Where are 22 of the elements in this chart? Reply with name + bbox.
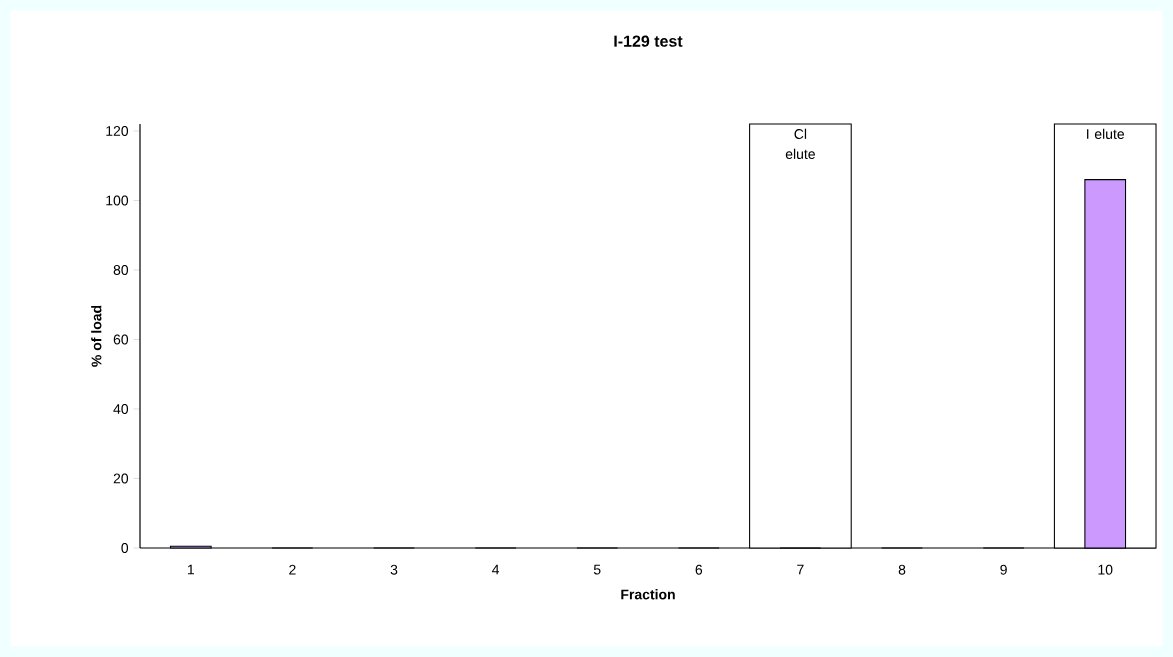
y-tick-label: 80 — [113, 265, 129, 275]
y-tick-label: 120 — [106, 126, 129, 136]
y-tick-label: 60 — [113, 334, 129, 345]
x-tick-label: 4 — [492, 564, 500, 575]
chart-title: I-129 test — [614, 35, 683, 47]
y-axis-title: % of load — [91, 305, 102, 367]
x-tick-label: 7 — [797, 564, 804, 575]
band-label: Cl elute — [785, 128, 815, 159]
band-label: I elute — [1087, 128, 1125, 139]
y-tick-label: 40 — [113, 404, 129, 414]
x-tick-label: 10 — [1098, 564, 1113, 575]
x-tick-label: 1 — [187, 564, 194, 575]
x-tick-label: 5 — [593, 564, 601, 575]
x-tick-label: 2 — [289, 564, 296, 575]
x-tick-label: 8 — [898, 564, 906, 575]
y-tick-label: 20 — [113, 473, 129, 484]
x-axis-title: Fraction — [621, 589, 675, 600]
x-tick-label: 6 — [695, 564, 703, 575]
x-tick-label: 9 — [1000, 564, 1007, 575]
x-tick-label: 3 — [390, 564, 398, 575]
y-tick-label: 100 — [106, 195, 129, 206]
y-tick-label: 0 — [121, 543, 129, 553]
